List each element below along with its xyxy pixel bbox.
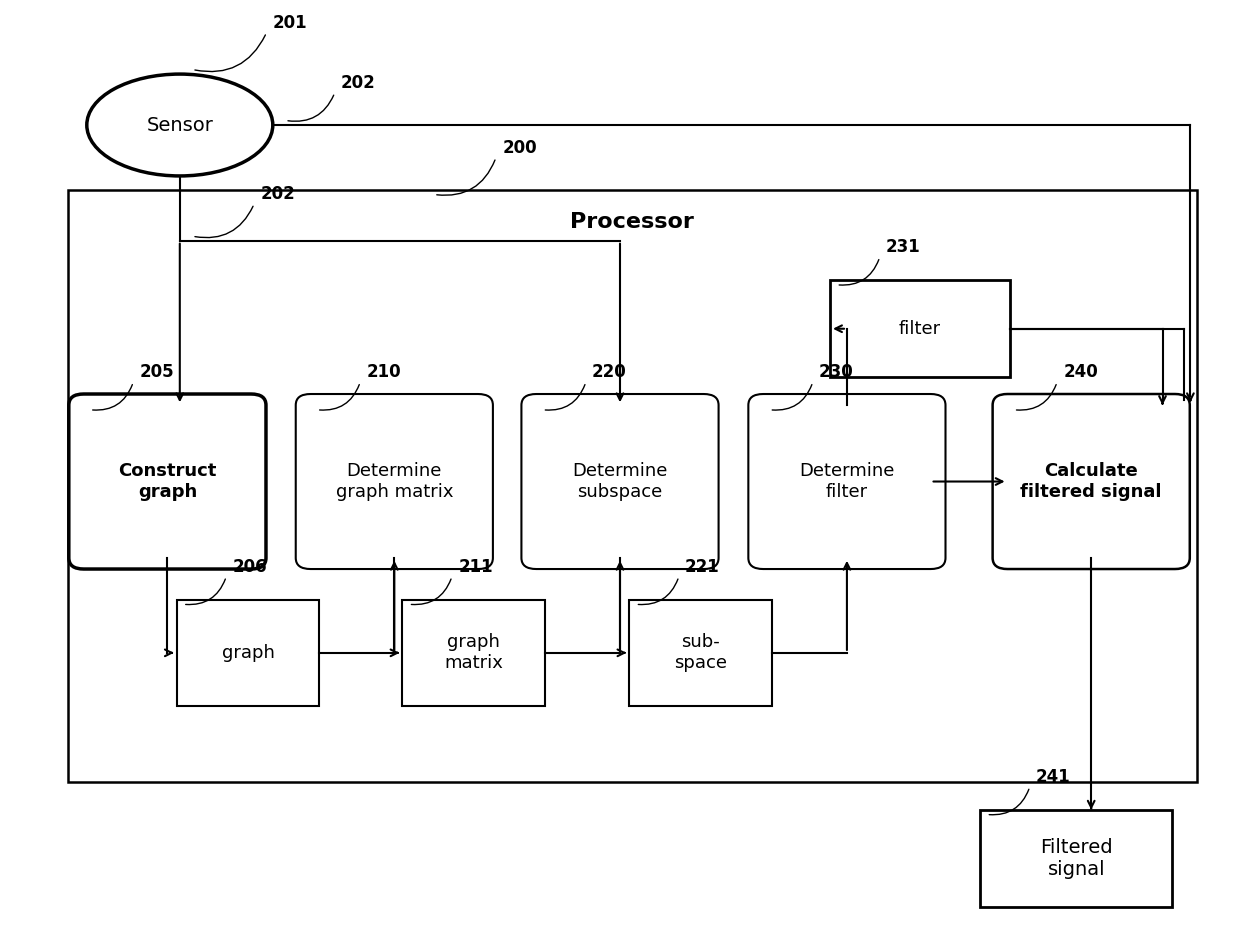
Text: 200: 200 — [502, 139, 537, 156]
FancyBboxPatch shape — [296, 394, 492, 569]
FancyBboxPatch shape — [992, 394, 1190, 569]
Text: Construct
graph: Construct graph — [118, 462, 217, 501]
FancyBboxPatch shape — [749, 394, 946, 569]
Text: Filtered
signal: Filtered signal — [1040, 838, 1112, 879]
Bar — [402, 600, 546, 706]
Text: 210: 210 — [367, 363, 401, 382]
Bar — [177, 600, 320, 706]
FancyBboxPatch shape — [69, 394, 267, 569]
Text: 202: 202 — [260, 185, 295, 203]
Text: Sensor: Sensor — [146, 116, 213, 134]
Text: 205: 205 — [140, 363, 174, 382]
Text: sub-
space: sub- space — [675, 633, 727, 672]
Text: 201: 201 — [273, 14, 308, 31]
Text: graph: graph — [222, 644, 274, 662]
Bar — [831, 280, 1009, 378]
Text: 220: 220 — [593, 363, 627, 382]
Bar — [68, 190, 1197, 782]
Text: 211: 211 — [459, 557, 492, 576]
Text: 206: 206 — [233, 557, 267, 576]
Bar — [980, 809, 1173, 907]
Text: 241: 241 — [1037, 768, 1071, 786]
Text: Calculate
filtered signal: Calculate filtered signal — [1021, 462, 1162, 501]
Text: 240: 240 — [1063, 363, 1099, 382]
Text: Determine
filter: Determine filter — [800, 462, 894, 501]
Text: Determine
graph matrix: Determine graph matrix — [336, 462, 453, 501]
Text: 221: 221 — [684, 557, 720, 576]
Ellipse shape — [87, 74, 273, 176]
Text: 231: 231 — [885, 238, 921, 257]
Text: 202: 202 — [341, 74, 376, 92]
Text: filter: filter — [899, 319, 941, 338]
FancyBboxPatch shape — [521, 394, 719, 569]
Bar — [629, 600, 771, 706]
Text: graph
matrix: graph matrix — [444, 633, 503, 672]
Text: Processor: Processor — [570, 212, 694, 232]
Text: 230: 230 — [820, 363, 854, 382]
Text: Determine
subspace: Determine subspace — [573, 462, 667, 501]
